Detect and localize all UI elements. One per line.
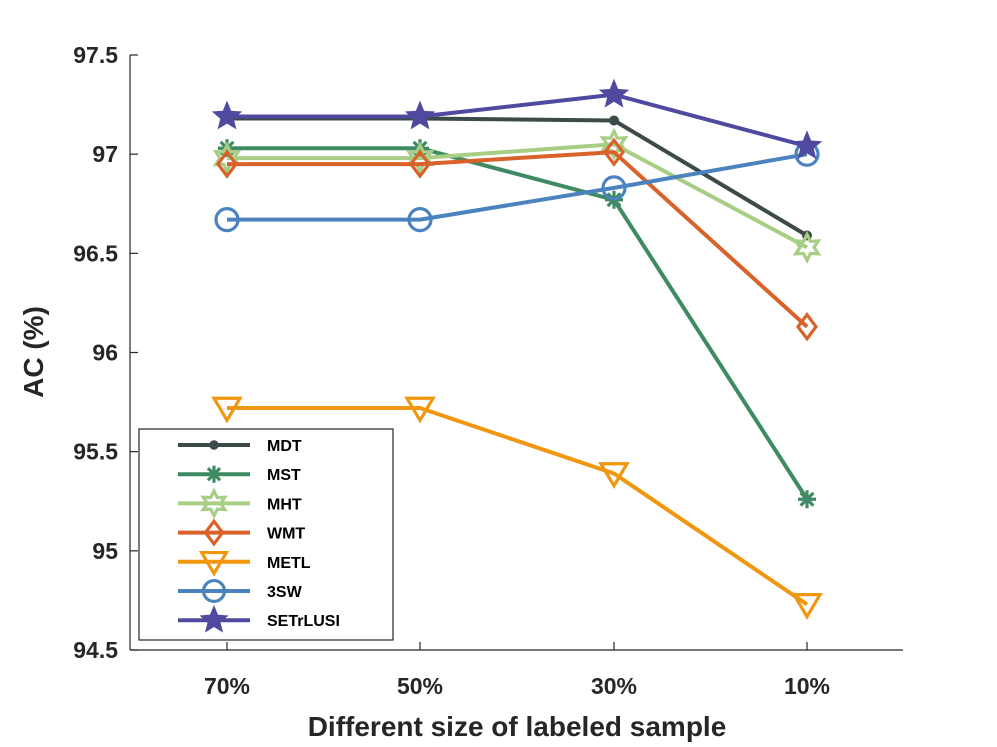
legend-entry: MDT [178,438,302,455]
legend-entry: MHT [178,487,302,520]
y-tick-label: 97.5 [73,42,118,68]
legend-marker [199,604,229,633]
data-point-wmt [409,149,431,179]
legend-label: METL [267,555,311,572]
data-point-mht [792,230,822,264]
data-point-metl [791,593,823,620]
legend: MDT MST MHT WMT METL 3SW SETrLUSI [138,428,394,641]
y-tick-label: 97 [92,141,118,167]
data-point-3sw [214,207,240,233]
x-tick-label: 70% [204,673,250,699]
tick-labels: 94.5 95 95.5 96 96.5 97 97.5 70% 50% 30% 10% [73,42,830,699]
legend-entry: 3SW [178,578,303,604]
y-axis-label: AC (%) [18,306,49,398]
legend-label: MHT [267,496,302,513]
data-point-metl [598,462,630,489]
y-tick-label: 96 [92,340,118,366]
series-line-wmt [227,150,809,329]
series-line-mst [227,146,809,501]
legend-box [138,428,394,641]
series-wmt [216,137,818,342]
data-point-metl [211,396,243,424]
x-axis-label: Different size of labeled sample [308,711,727,742]
axes [129,54,903,651]
legend-marker [201,578,227,604]
x-tick-label: 30% [591,673,637,699]
data-point-setrlusi [211,100,243,130]
series-layer [211,78,823,620]
legend-label: SETrLUSI [267,613,340,630]
series-metl [211,396,823,620]
data-point-3sw [601,175,627,201]
data-point-mht [405,141,435,175]
data-point-setrlusi [791,130,823,160]
data-point-setrlusi [404,100,436,130]
legend-entry: SETrLUSI [178,604,340,633]
series-setrlusi [211,78,823,160]
legend-entry: METL [178,550,311,577]
data-point-wmt [796,312,818,342]
legend-marker [209,440,219,450]
data-point-mht [599,127,629,161]
series-line-setrlusi [227,92,808,149]
series-3sw [214,141,820,233]
y-tick-label: 95.5 [73,439,118,465]
data-point-mht [212,141,242,175]
series-mst [218,139,816,509]
series-line-3sw [227,152,808,222]
y-tick-label: 95 [92,538,118,564]
data-point-setrlusi [598,78,630,108]
data-point-mdt [609,115,619,126]
series-line-metl [227,406,809,607]
legend-label: 3SW [267,584,303,601]
legend-marker [200,487,228,520]
x-tick-label: 50% [397,673,443,699]
series-line-mht [227,142,808,250]
legend-label: MDT [267,438,302,455]
legend-label: WMT [267,526,305,543]
legend-label: MST [267,467,301,484]
x-tick-label: 10% [784,673,830,699]
legend-marker [198,550,230,577]
data-point-metl [404,396,436,424]
data-point-mst [798,490,816,509]
data-point-wmt [603,137,625,167]
y-tick-label: 96.5 [73,240,118,266]
data-point-wmt [216,149,238,179]
legend-marker [205,465,223,483]
legend-marker [203,518,225,547]
legend-entry: MST [178,465,301,484]
series-mht [212,127,822,264]
data-point-3sw [407,207,433,233]
legend-entry: WMT [178,518,305,547]
y-tick-label: 94.5 [73,637,118,663]
